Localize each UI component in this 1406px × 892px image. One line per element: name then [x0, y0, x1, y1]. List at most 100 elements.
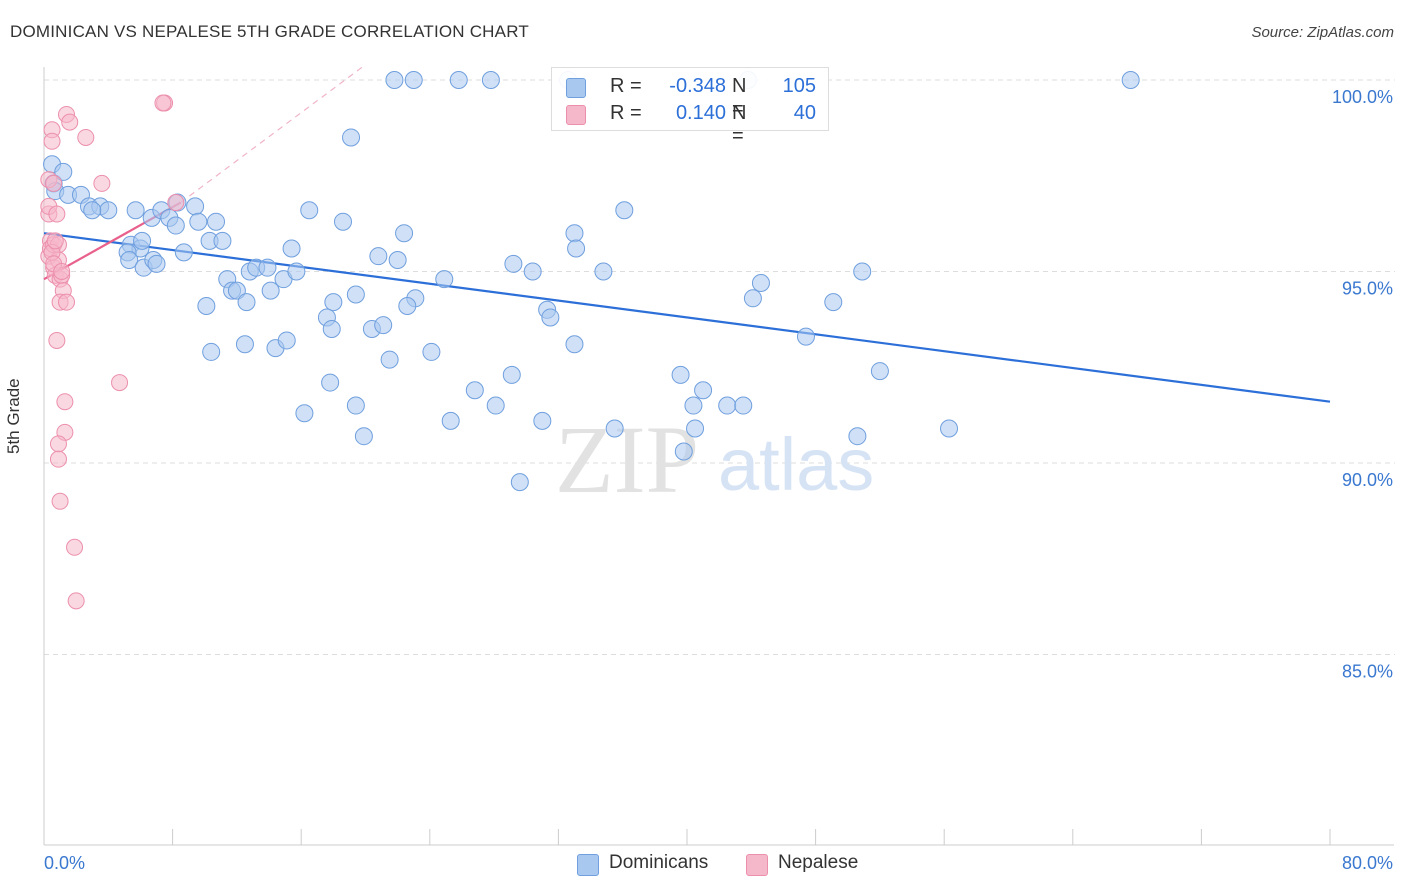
point-dominicans	[523, 262, 542, 281]
point-dominicans	[510, 473, 529, 492]
legend-n-label: N =	[732, 102, 747, 147]
gridlines	[44, 79, 1395, 655]
point-dominicans	[346, 285, 365, 304]
point-dominicans	[342, 128, 361, 147]
point-dominicans	[261, 281, 280, 300]
point-dominicans	[605, 419, 624, 438]
point-dominicans	[734, 396, 753, 415]
point-dominicans	[207, 212, 226, 231]
point-dominicans	[870, 362, 889, 381]
legend-swatch-dominicans	[577, 854, 599, 876]
point-dominicans	[388, 251, 407, 270]
point-dominicans	[686, 419, 705, 438]
point-dominicans	[99, 201, 118, 220]
point-dominicans	[796, 327, 815, 346]
x-tick-label: 80.0%	[1342, 853, 1393, 873]
trend-extension-nepalese	[180, 64, 366, 204]
point-dominicans	[380, 350, 399, 369]
point-nepalese	[77, 128, 95, 146]
point-nepalese	[111, 374, 129, 392]
legend-r-label: R =	[610, 102, 642, 124]
point-dominicans	[848, 427, 867, 446]
series-nepalese	[40, 94, 185, 610]
point-dominicans	[133, 231, 152, 250]
y-tick-label: 100.0%	[1332, 87, 1393, 107]
point-dominicans	[354, 427, 373, 446]
point-dominicans	[189, 212, 208, 231]
point-dominicans	[197, 296, 216, 315]
point-dominicans	[324, 293, 343, 312]
legend-swatch-dominicans	[566, 78, 586, 98]
point-dominicans	[322, 319, 341, 338]
point-dominicans	[533, 411, 552, 430]
point-dominicans	[369, 247, 388, 266]
point-dominicans	[54, 162, 73, 181]
point-nepalese	[48, 205, 66, 223]
point-nepalese	[48, 331, 66, 349]
point-dominicans	[346, 396, 365, 415]
point-dominicans	[594, 262, 613, 281]
legend-label-dominicans: Dominicans	[609, 852, 709, 873]
y-axis-label: 5th Grade	[4, 378, 23, 454]
point-dominicans	[1121, 71, 1140, 89]
point-dominicans	[694, 381, 713, 400]
point-nepalese	[93, 174, 111, 192]
legend-r-value: -0.348	[669, 75, 726, 97]
point-dominicans	[422, 342, 441, 361]
point-dominicans	[449, 71, 468, 89]
y-tick-label: 95.0%	[1342, 279, 1393, 299]
point-nepalese	[46, 232, 64, 250]
y-tick-label: 90.0%	[1342, 470, 1393, 490]
watermark-zip: ZIP	[555, 406, 699, 513]
point-dominicans	[465, 381, 484, 400]
legend-n-label: N =	[732, 75, 747, 120]
point-nepalese	[53, 263, 71, 280]
legend-n-value: 105	[782, 75, 816, 97]
point-dominicans	[235, 335, 254, 354]
point-dominicans	[441, 411, 460, 430]
point-dominicans	[674, 442, 693, 461]
point-dominicans	[824, 293, 843, 312]
point-dominicans	[282, 239, 301, 258]
point-dominicans	[295, 404, 314, 423]
y-tick-labels: 85.0% 90.0% 95.0% 100.0%	[1332, 87, 1393, 682]
point-dominicans	[718, 396, 737, 415]
point-dominicans	[202, 342, 221, 361]
legend-n-value: 40	[793, 102, 816, 124]
point-dominicans	[751, 273, 770, 292]
x-tick-label: 0.0%	[44, 853, 85, 873]
point-dominicans	[300, 201, 319, 220]
point-dominicans	[333, 212, 352, 231]
point-dominicans	[174, 243, 193, 262]
legend-swatch-nepalese	[746, 854, 768, 876]
point-dominicans	[671, 365, 690, 384]
point-dominicans	[743, 289, 762, 308]
point-dominicans	[277, 331, 296, 350]
point-dominicans	[567, 239, 586, 258]
point-dominicans	[395, 224, 414, 243]
legend-r-value: 0.140	[675, 102, 726, 124]
point-nepalese	[45, 174, 63, 192]
point-nepalese	[154, 94, 172, 112]
point-dominicans	[398, 296, 417, 315]
chart-title: DOMINICAN VS NEPALESE 5TH GRADE CORRELAT…	[10, 22, 529, 41]
point-dominicans	[258, 258, 277, 277]
point-nepalese	[67, 592, 85, 610]
point-dominicans	[385, 71, 404, 89]
point-dominicans	[166, 216, 185, 235]
point-dominicans	[541, 308, 560, 327]
point-dominicans	[565, 335, 584, 354]
watermark: ZIP atlas	[555, 406, 874, 513]
point-dominicans	[481, 71, 500, 89]
watermark-atlas: atlas	[718, 423, 874, 506]
point-dominicans	[237, 293, 256, 312]
series-dominicans	[43, 71, 1140, 492]
point-dominicans	[227, 281, 246, 300]
point-dominicans	[435, 270, 454, 289]
series-legend: Dominicans Nepalese	[0, 852, 1406, 876]
point-dominicans	[287, 262, 306, 281]
point-nepalese	[66, 538, 84, 556]
legend-r-label: R =	[610, 75, 642, 97]
point-dominicans	[615, 201, 634, 220]
